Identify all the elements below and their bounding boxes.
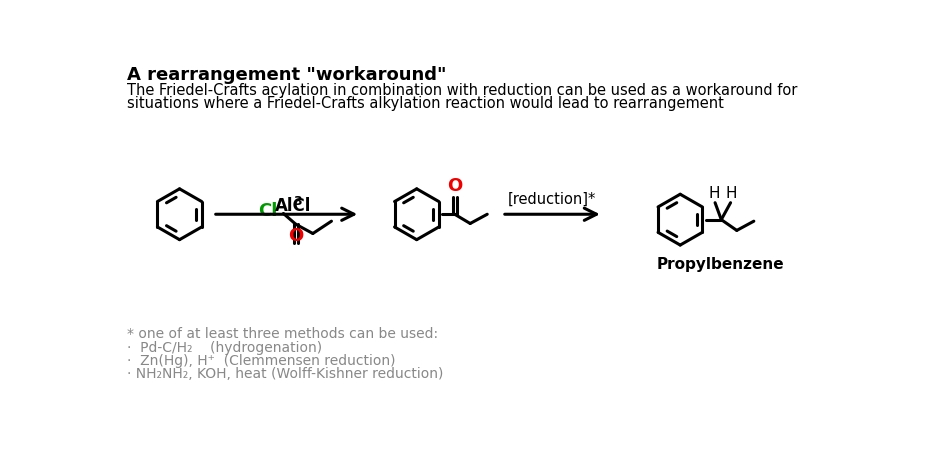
Text: Cl: Cl	[258, 202, 277, 220]
Text: H: H	[725, 186, 736, 201]
Text: O: O	[447, 177, 462, 195]
Text: Propylbenzene: Propylbenzene	[656, 257, 783, 272]
Text: A rearrangement "workaround": A rearrangement "workaround"	[127, 66, 446, 84]
Text: The Friedel-Crafts acylation in combination with reduction can be used as a work: The Friedel-Crafts acylation in combinat…	[127, 83, 796, 98]
Text: O: O	[288, 227, 303, 245]
Text: · NH₂NH₂, KOH, heat (Wolff-Kishner reduction): · NH₂NH₂, KOH, heat (Wolff-Kishner reduc…	[127, 367, 443, 381]
Text: H: H	[708, 186, 719, 201]
Text: [reduction]*: [reduction]*	[508, 192, 596, 206]
Text: 3: 3	[292, 195, 301, 208]
Text: ·  Pd-C/H₂    (hydrogenation): · Pd-C/H₂ (hydrogenation)	[127, 341, 322, 354]
Text: situations where a Friedel-Crafts alkylation reaction would lead to rearrangemen: situations where a Friedel-Crafts alkyla…	[127, 96, 723, 110]
Text: AlCl: AlCl	[274, 197, 311, 215]
Text: ·  Zn(Hg), H⁺  (Clemmensen reduction): · Zn(Hg), H⁺ (Clemmensen reduction)	[127, 353, 395, 368]
Text: * one of at least three methods can be used:: * one of at least three methods can be u…	[127, 328, 438, 341]
